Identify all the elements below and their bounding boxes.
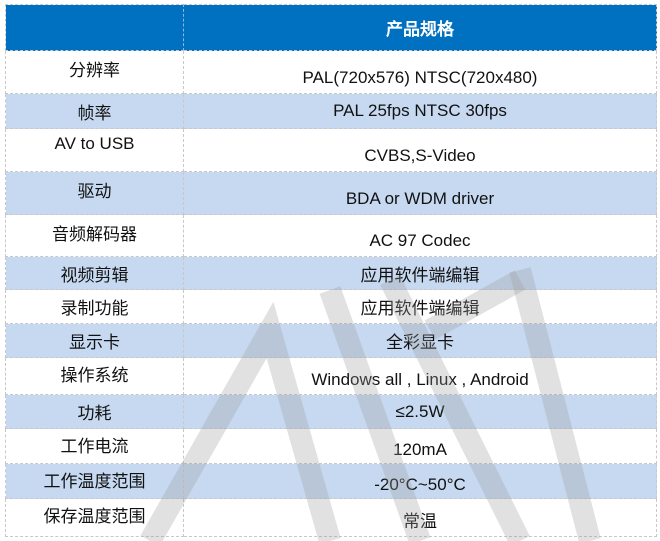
table-row: 工作电流 120mA [5, 428, 657, 464]
table-row: 操作系统 Windows all , Linux , Android [5, 357, 657, 395]
row-label: 功耗 [5, 394, 184, 429]
row-value: -20°C~50°C [183, 463, 657, 499]
table-header: 产品规格 [5, 4, 657, 51]
row-label: 驱动 [5, 171, 184, 215]
row-label: AV to USB [5, 128, 184, 172]
table-row: 驱动 BDA or WDM driver [5, 171, 657, 215]
table-row: 工作温度范围 -20°C~50°C [5, 463, 657, 499]
row-value: 全彩显卡 [183, 323, 657, 358]
row-value: BDA or WDM driver [183, 171, 657, 215]
row-label: 帧率 [5, 93, 184, 129]
row-label: 分辨率 [5, 50, 184, 94]
row-label: 音频解码器 [5, 214, 184, 257]
row-label: 操作系统 [5, 357, 184, 395]
row-label: 工作电流 [5, 428, 184, 464]
row-label: 保存温度范围 [5, 498, 184, 537]
row-label: 录制功能 [5, 289, 184, 324]
table-row: 音频解码器 AC 97 Codec [5, 214, 657, 257]
row-label: 视频剪辑 [5, 256, 184, 290]
header-title: 产品规格 [183, 4, 657, 51]
table-row: 帧率 PAL 25fps NTSC 30fps [5, 93, 657, 129]
table-row: 显示卡 全彩显卡 [5, 323, 657, 358]
row-value: 常温 [183, 498, 657, 537]
row-value: ≤2.5W [183, 394, 657, 429]
row-value: 应用软件端编辑 [183, 256, 657, 290]
table-row: 视频剪辑 应用软件端编辑 [5, 256, 657, 290]
row-value: 应用软件端编辑 [183, 289, 657, 324]
table-row: 分辨率 PAL(720x576) NTSC(720x480) [5, 50, 657, 94]
row-value: Windows all , Linux , Android [183, 357, 657, 395]
row-label: 工作温度范围 [5, 463, 184, 499]
row-value: 120mA [183, 428, 657, 464]
row-label: 显示卡 [5, 323, 184, 358]
row-value: PAL 25fps NTSC 30fps [183, 93, 657, 129]
row-value: CVBS,S-Video [183, 128, 657, 172]
table-row: 功耗 ≤2.5W [5, 394, 657, 429]
header-label-col [5, 4, 184, 51]
row-value: AC 97 Codec [183, 214, 657, 257]
row-value: PAL(720x576) NTSC(720x480) [183, 50, 657, 94]
table-row: 保存温度范围 常温 [5, 498, 657, 537]
table-row: AV to USB CVBS,S-Video [5, 128, 657, 172]
table-row: 录制功能 应用软件端编辑 [5, 289, 657, 324]
spec-table: 产品规格 分辨率 PAL(720x576) NTSC(720x480) 帧率 PAL… [5, 4, 657, 537]
